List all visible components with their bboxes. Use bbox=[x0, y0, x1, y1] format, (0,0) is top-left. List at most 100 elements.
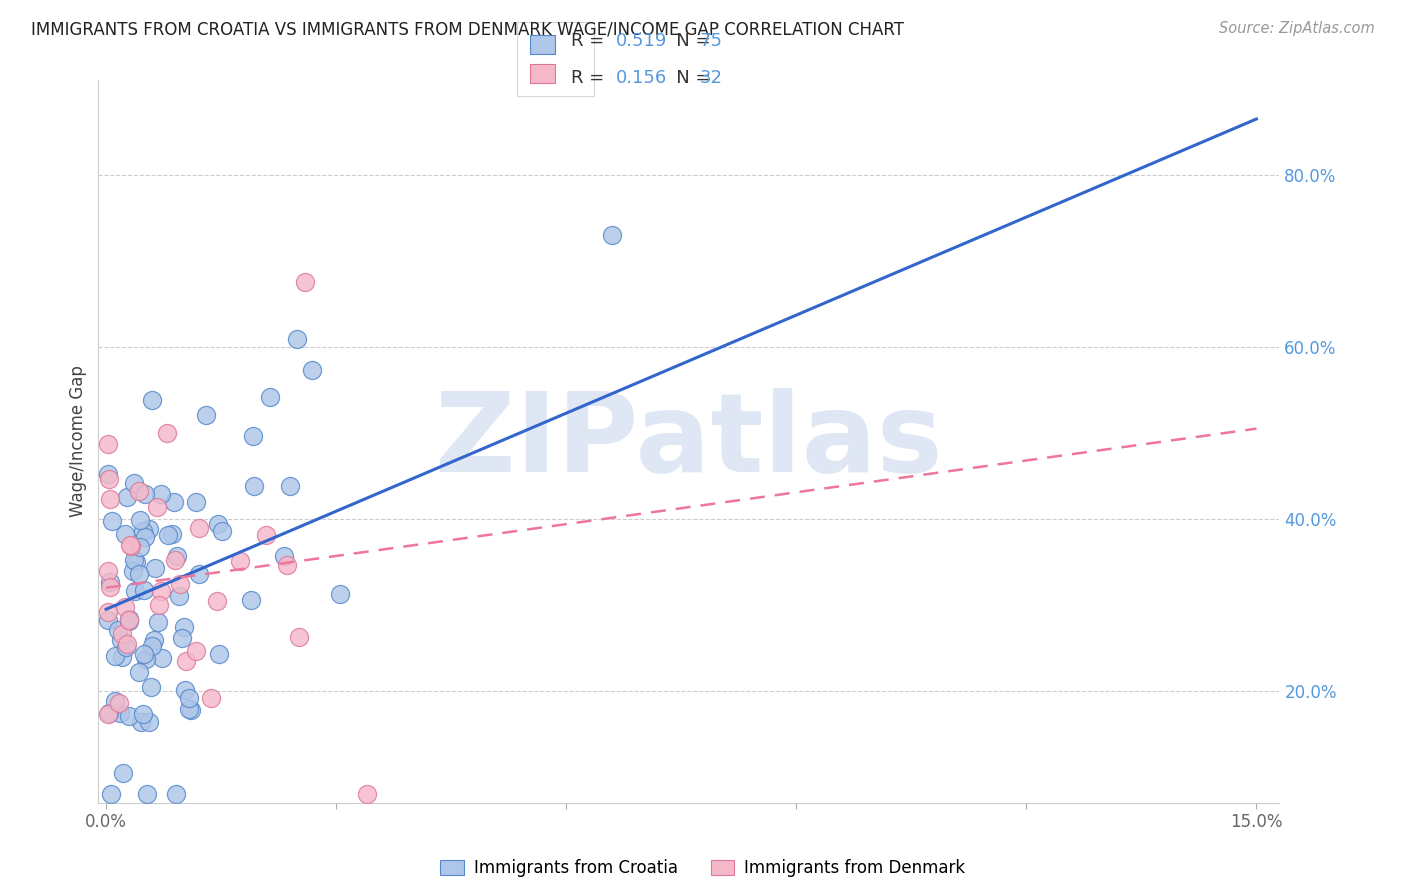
Text: 0.519: 0.519 bbox=[616, 32, 666, 50]
Point bbox=[156, 527, 179, 541]
Point bbox=[165, 787, 187, 801]
Point bbox=[278, 479, 301, 493]
Point bbox=[97, 613, 120, 627]
Point bbox=[141, 639, 163, 653]
Point bbox=[131, 715, 153, 730]
Point bbox=[115, 640, 138, 654]
Point bbox=[142, 632, 165, 647]
Point bbox=[273, 549, 295, 564]
Point bbox=[160, 526, 183, 541]
Point bbox=[132, 706, 155, 721]
Point bbox=[108, 696, 131, 710]
Point bbox=[134, 647, 156, 661]
Point bbox=[111, 649, 134, 664]
Point bbox=[136, 787, 159, 801]
Point bbox=[115, 637, 138, 651]
Point bbox=[143, 561, 166, 575]
Point bbox=[128, 566, 150, 581]
Point bbox=[104, 693, 127, 707]
Point bbox=[128, 484, 150, 499]
Point bbox=[259, 390, 281, 404]
Point bbox=[141, 393, 163, 408]
Point bbox=[188, 567, 211, 582]
Point bbox=[115, 491, 138, 505]
Point bbox=[97, 467, 120, 482]
Point bbox=[138, 522, 160, 536]
Point bbox=[110, 633, 132, 648]
Point bbox=[195, 408, 218, 422]
Point bbox=[188, 521, 211, 535]
Point bbox=[150, 651, 173, 665]
Text: 0.156: 0.156 bbox=[616, 69, 666, 87]
Point bbox=[240, 592, 263, 607]
Point bbox=[118, 538, 141, 552]
Point bbox=[118, 612, 141, 626]
Text: 32: 32 bbox=[700, 69, 723, 87]
Point bbox=[97, 707, 120, 722]
Y-axis label: Wage/Income Gap: Wage/Income Gap bbox=[69, 366, 87, 517]
Point bbox=[134, 530, 156, 544]
Point bbox=[150, 584, 173, 599]
Point bbox=[254, 528, 277, 542]
Text: ZIPatlas: ZIPatlas bbox=[434, 388, 943, 495]
Point bbox=[301, 363, 323, 377]
Point bbox=[163, 494, 186, 508]
Point bbox=[98, 472, 121, 486]
Point bbox=[97, 605, 120, 619]
Point bbox=[138, 714, 160, 729]
Text: N =: N = bbox=[659, 32, 717, 50]
Point bbox=[122, 476, 145, 491]
Point bbox=[129, 540, 152, 554]
Point bbox=[207, 517, 229, 532]
Point bbox=[200, 691, 222, 706]
Text: Source: ZipAtlas.com: Source: ZipAtlas.com bbox=[1219, 21, 1375, 36]
Point bbox=[148, 599, 170, 613]
Point bbox=[128, 665, 150, 680]
Point bbox=[163, 553, 186, 567]
Text: N =: N = bbox=[659, 69, 717, 87]
Text: R =: R = bbox=[571, 69, 610, 87]
Point bbox=[124, 555, 146, 569]
Point bbox=[242, 479, 264, 493]
Point bbox=[97, 437, 120, 451]
Point bbox=[329, 587, 352, 601]
Point bbox=[124, 583, 146, 598]
Point bbox=[174, 654, 197, 668]
Legend: Immigrants from Croatia, Immigrants from Denmark: Immigrants from Croatia, Immigrants from… bbox=[434, 853, 972, 884]
Point bbox=[98, 580, 121, 594]
Point bbox=[98, 575, 121, 590]
Point bbox=[180, 703, 202, 717]
Point bbox=[148, 615, 170, 629]
Point bbox=[132, 582, 155, 597]
Point bbox=[118, 613, 141, 627]
Text: 75: 75 bbox=[700, 32, 723, 50]
Point bbox=[169, 577, 191, 591]
Point bbox=[135, 651, 157, 665]
Point bbox=[118, 614, 141, 628]
Point bbox=[97, 564, 120, 578]
Point bbox=[141, 680, 163, 694]
Point bbox=[121, 564, 143, 578]
Point bbox=[128, 513, 150, 527]
Point bbox=[104, 648, 127, 663]
Point bbox=[132, 524, 155, 539]
Point bbox=[107, 623, 129, 637]
Point bbox=[114, 599, 136, 614]
Text: IMMIGRANTS FROM CROATIA VS IMMIGRANTS FROM DENMARK WAGE/INCOME GAP CORRELATION C: IMMIGRANTS FROM CROATIA VS IMMIGRANTS FR… bbox=[31, 21, 904, 38]
Point bbox=[100, 787, 122, 801]
Point bbox=[208, 647, 231, 661]
Point bbox=[111, 626, 134, 640]
Point bbox=[242, 429, 264, 443]
Point bbox=[356, 787, 378, 801]
Point bbox=[184, 644, 207, 658]
Point bbox=[205, 594, 228, 608]
Point bbox=[229, 554, 252, 568]
Point bbox=[285, 332, 308, 346]
Legend:   ,   : , bbox=[517, 22, 593, 96]
Point bbox=[184, 495, 207, 509]
Point bbox=[120, 539, 142, 553]
Point bbox=[179, 690, 201, 705]
Point bbox=[156, 425, 179, 440]
Point bbox=[118, 709, 141, 723]
Point bbox=[288, 630, 311, 644]
